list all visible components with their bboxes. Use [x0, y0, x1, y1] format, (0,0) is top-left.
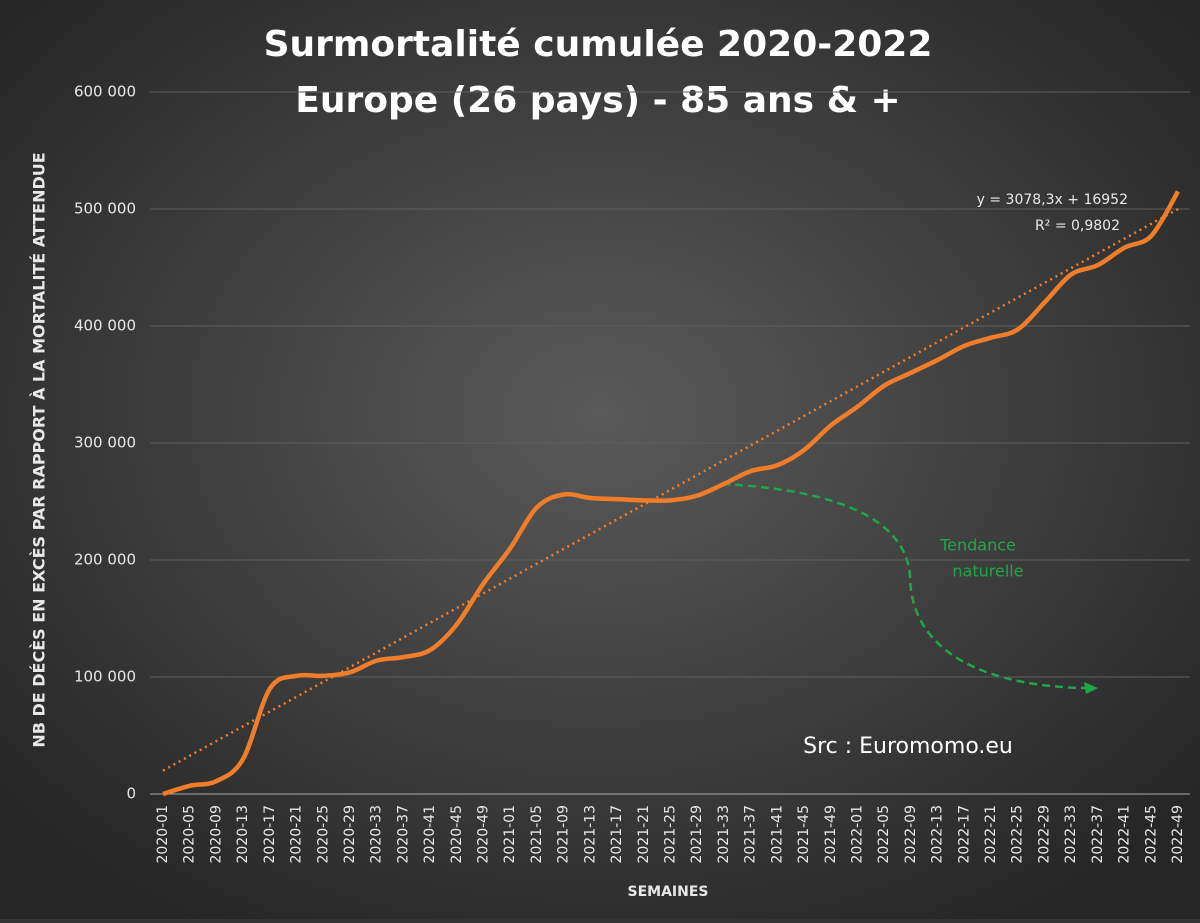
x-tick-label: 2020-17 — [262, 805, 278, 864]
x-tick-label: 2021-33 — [716, 805, 732, 864]
x-tick-label: 2022-01 — [849, 805, 865, 864]
chart-subtitle: Europe (26 pays) - 85 ans & + — [295, 80, 900, 121]
x-tick-label: 2021-29 — [689, 805, 705, 864]
x-tick-label: 2020-25 — [315, 805, 331, 864]
natural-trend-arrow — [721, 482, 1093, 690]
chart-title: Surmortalité cumulée 2020-2022 — [264, 24, 933, 65]
x-tick-label: 2020-29 — [342, 805, 358, 864]
x-tick-label: 2021-49 — [823, 805, 839, 864]
x-axis-title: SEMAINES — [628, 884, 709, 900]
annotation: Tendance — [939, 536, 1016, 555]
arrow-head — [1084, 682, 1098, 694]
x-tick-label: 2021-21 — [636, 805, 652, 864]
x-tick-label: 2021-25 — [663, 805, 679, 864]
x-tick-label: 2020-21 — [289, 805, 305, 864]
x-tick-label: 2020-01 — [155, 805, 171, 864]
x-tick-label: 2020-49 — [476, 805, 492, 864]
annotation: naturelle — [952, 562, 1023, 581]
x-tick-label: 2022-29 — [1036, 805, 1052, 864]
x-tick-label: 2020-37 — [395, 805, 411, 864]
source: Src : Euromomo.eu — [803, 734, 1013, 759]
x-tick-label: 2021-41 — [769, 805, 785, 864]
x-tick-label: 2021-45 — [796, 805, 812, 864]
x-tick-label: 2022-25 — [1010, 805, 1026, 864]
x-tick-label: 2022-21 — [983, 805, 999, 864]
x-tick-label: 2021-37 — [743, 805, 759, 864]
x-tick-label: 2022-37 — [1090, 805, 1106, 864]
series-line — [162, 190, 1180, 797]
x-tick-label: 2020-13 — [235, 805, 251, 864]
x-tick-label: 2022-49 — [1170, 805, 1186, 864]
x-tick-label: 2020-33 — [369, 805, 385, 864]
x-tick-label: 2022-09 — [903, 805, 919, 864]
y-tick-label: 500 000 — [74, 200, 136, 218]
x-tick-label: 2022-17 — [956, 805, 972, 864]
x-tick-label: 2022-45 — [1143, 805, 1159, 864]
x-tick-label: 2021-09 — [556, 805, 572, 864]
x-tick-label: 2021-13 — [582, 805, 598, 864]
y-tick-label: 300 000 — [74, 434, 136, 452]
x-tick-label: 2021-01 — [502, 805, 518, 864]
x-tick-label: 2022-05 — [876, 805, 892, 864]
y-tick-label: 200 000 — [74, 551, 136, 569]
x-tick-label: 2022-13 — [930, 805, 946, 864]
x-tick-label: 2020-05 — [182, 805, 198, 864]
trend-r2: R² = 0,9802 — [1035, 218, 1120, 234]
x-tick-label: 2020-41 — [422, 805, 438, 864]
x-tick-label: 2022-41 — [1117, 805, 1133, 864]
y-tick-label: 400 000 — [74, 317, 136, 335]
x-tick-label: 2022-33 — [1063, 805, 1079, 864]
x-tick-label: 2020-09 — [208, 805, 224, 864]
y-tick-label: 600 000 — [74, 83, 136, 101]
x-tick-label: 2020-45 — [449, 805, 465, 864]
x-tick-label: 2021-17 — [609, 805, 625, 864]
y-axis-title: NB DE DÉCÈS EN EXCÈS PAR RAPPORT À LA MO… — [30, 152, 49, 747]
y-tick-label: 100 000 — [74, 668, 136, 686]
x-tick-label: 2021-05 — [529, 805, 545, 864]
trend-equation: y = 3078,3x + 16952 — [977, 192, 1128, 208]
y-tick-label: 0 — [126, 785, 136, 803]
